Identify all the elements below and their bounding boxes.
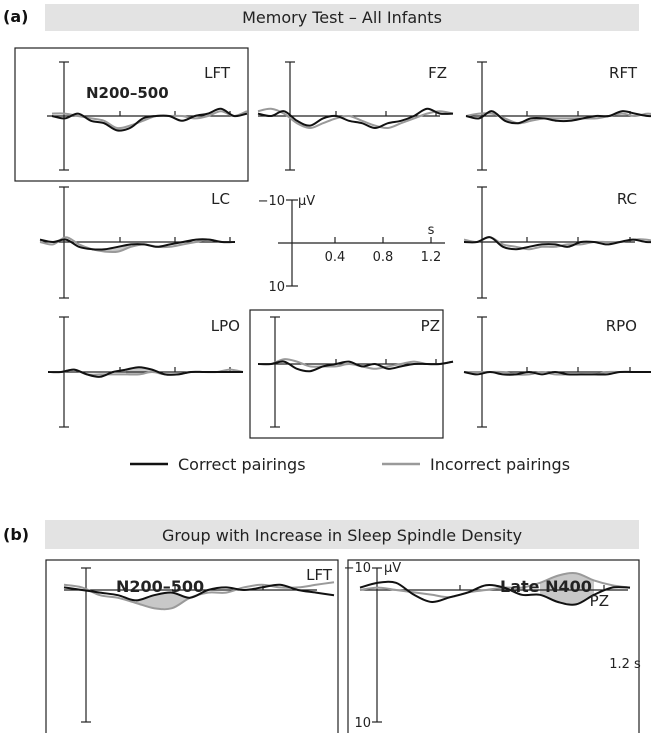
scale-key-top-label: −10: [258, 194, 285, 209]
panel-b-header: Group with Increase in Sleep Spindle Den…: [162, 526, 522, 545]
channel-label: PZ: [421, 317, 440, 335]
panel-b-header-bar: [45, 520, 639, 549]
scale-key-tick-label: 0.4: [325, 250, 346, 265]
scale-key-unit: μV: [298, 194, 315, 209]
channel-lft-correct-line: [51, 107, 248, 132]
channel-rc-correct-line: [463, 236, 651, 251]
erp-plots: LFT N200–500 FZ RFT LC RC LPO PZ RPO LFT N200–500 P…: [14, 47, 651, 736]
channel-pz-incorrect-line: [359, 572, 631, 599]
legend-correct-label: Correct pairings: [178, 455, 306, 474]
panel-b-scale-bottom-label: 10: [354, 716, 371, 731]
channel-lc-incorrect-line: [39, 236, 236, 254]
channel-pz-box: [249, 309, 444, 439]
component-label: Late N400: [500, 577, 592, 596]
channel-pz-correct-line: [257, 360, 454, 373]
channel-label: RC: [617, 190, 637, 208]
channel-label: LFT: [204, 64, 231, 82]
channel-lft-box: [14, 47, 249, 182]
channel-fz-correct-line: [257, 107, 454, 130]
channel-label: LC: [211, 190, 230, 208]
channel-label: FZ: [428, 64, 447, 82]
panel-b-tag: (b): [3, 525, 29, 544]
panel-b-scale-unit: μV: [384, 561, 401, 576]
channel-lc-correct-line: [39, 238, 236, 251]
channel-label: RFT: [609, 64, 638, 82]
scale-key-bottom-label: 10: [268, 280, 285, 295]
channel-fz-incorrect-line: [257, 107, 454, 130]
channel-pz-correct-line: [359, 580, 631, 606]
panel-a-header-bar: [45, 4, 639, 31]
channel-rpo-correct-line: [463, 370, 651, 376]
scale-key-time-unit: s: [428, 223, 435, 238]
legend-incorrect-label: Incorrect pairings: [430, 455, 570, 474]
panel-a-tag: (a): [3, 7, 28, 26]
component-label: N200–500: [116, 577, 204, 596]
channel-label: PZ: [590, 592, 609, 610]
channel-label: RPO: [606, 317, 637, 335]
scale-key: −10 μV 10 s 0.4 0.8 1.2: [258, 194, 445, 295]
channel-pz-shaded-region: [540, 573, 594, 605]
channel-lft-shaded-region: [136, 592, 190, 609]
scale-key-tick-label: 0.8: [373, 250, 394, 265]
component-label: N200–500: [86, 84, 169, 102]
scale-key-tick-label: 1.2: [421, 250, 442, 265]
channel-label: LPO: [211, 317, 240, 335]
channel-lft-correct-line: [63, 583, 335, 602]
channel-label: LFT: [306, 566, 333, 584]
legend: Correct pairings Incorrect pairings: [130, 455, 570, 474]
panel-b-scale-top-label: −10: [344, 561, 371, 576]
time-tick-label: 1.2 s: [609, 657, 641, 672]
panel-a-header: Memory Test – All Infants: [242, 8, 442, 27]
channel-lpo-correct-line: [47, 366, 243, 378]
channel-rft-correct-line: [465, 110, 651, 125]
